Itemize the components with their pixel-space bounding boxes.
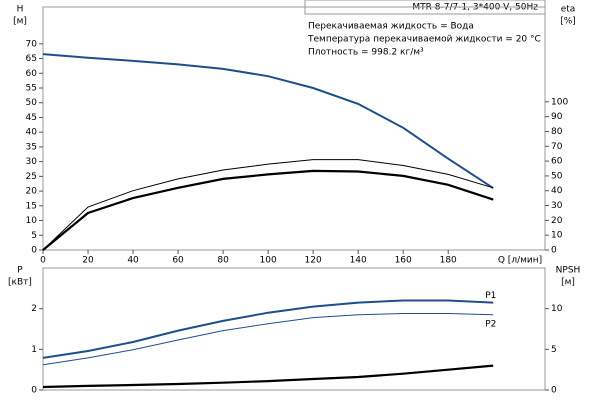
y-tick-label: 25 <box>26 172 37 182</box>
y-tick-label: 15 <box>26 201 37 211</box>
annotation: Перекачиваемая жидкость = Вода <box>308 22 474 32</box>
y-tick-label: 5 <box>31 231 37 241</box>
y2-tick-label: 10 <box>551 304 563 314</box>
series-line <box>42 313 494 366</box>
y2-tick-label: 40 <box>551 186 563 196</box>
series-label: P2 <box>485 319 496 329</box>
series-line <box>42 169 494 251</box>
y-tick-label: 30 <box>26 157 38 167</box>
y-tick-label: 10 <box>26 216 38 226</box>
y-tick-label: 65 <box>26 54 37 64</box>
y-tick-label: 50 <box>26 98 38 108</box>
y2-tick-label: 10 <box>551 231 563 241</box>
y-tick-label: 55 <box>26 84 37 94</box>
y2-tick-label: 0 <box>551 246 557 256</box>
x-tick-label: 120 <box>305 256 322 266</box>
series-line <box>42 159 494 251</box>
y2-tick-label: 0 <box>551 386 557 396</box>
x-tick-label: 0 <box>40 256 46 266</box>
y-tick-label: 1 <box>31 345 37 355</box>
y-tick-label: 60 <box>26 69 38 79</box>
plot-frame <box>42 267 546 391</box>
x-tick-label: 60 <box>172 256 184 266</box>
y-axis-unit: [кВт] <box>8 278 32 288</box>
y2-tick-label: 90 <box>551 112 563 122</box>
y-tick-label: 35 <box>26 142 37 152</box>
x-tick-label: 80 <box>217 256 229 266</box>
y2-axis-label: NPSH <box>556 266 581 276</box>
y-tick-label: 45 <box>26 113 37 123</box>
y2-tick-label: 60 <box>551 157 563 167</box>
y2-tick-label: 50 <box>551 171 563 181</box>
y2-axis-unit: [м] <box>561 278 575 288</box>
x-tick-label: 160 <box>395 256 412 266</box>
y-axis-label: H <box>17 5 24 15</box>
annotation: Температура перекачиваемой жидкости = 20… <box>307 35 541 45</box>
x-tick-label: 100 <box>260 256 277 266</box>
y2-tick-label: 100 <box>551 97 568 107</box>
plot-frame <box>42 6 546 251</box>
y2-tick-label: 20 <box>551 216 563 226</box>
y-axis-unit: [м] <box>13 17 27 27</box>
x-axis-label: Q [л/мин] <box>498 256 542 266</box>
series-line <box>42 364 494 389</box>
y-tick-label: 2 <box>31 304 37 314</box>
y-axis-label: P <box>17 266 23 276</box>
y-tick-label: 0 <box>31 246 37 256</box>
series-line <box>42 299 494 359</box>
y-tick-label: 20 <box>26 187 38 197</box>
y2-tick-label: 80 <box>551 127 563 137</box>
x-tick-label: 180 <box>440 256 457 266</box>
y2-axis-label: eta <box>561 5 576 15</box>
x-tick-label: 140 <box>350 256 367 266</box>
x-tick-label: 20 <box>82 256 94 266</box>
y2-tick-label: 5 <box>551 345 557 355</box>
series-label: P1 <box>485 291 496 301</box>
series-line <box>42 53 494 189</box>
y2-tick-label: 70 <box>551 142 563 152</box>
annotation: Плотность = 998.2 кг/м³ <box>308 48 424 58</box>
y-tick-label: 0 <box>31 386 37 396</box>
y2-tick-label: 30 <box>551 201 563 211</box>
y-tick-label: 40 <box>26 128 38 138</box>
y-tick-label: 70 <box>26 39 38 49</box>
y2-axis-unit: [%] <box>560 17 576 27</box>
x-tick-label: 40 <box>127 256 139 266</box>
